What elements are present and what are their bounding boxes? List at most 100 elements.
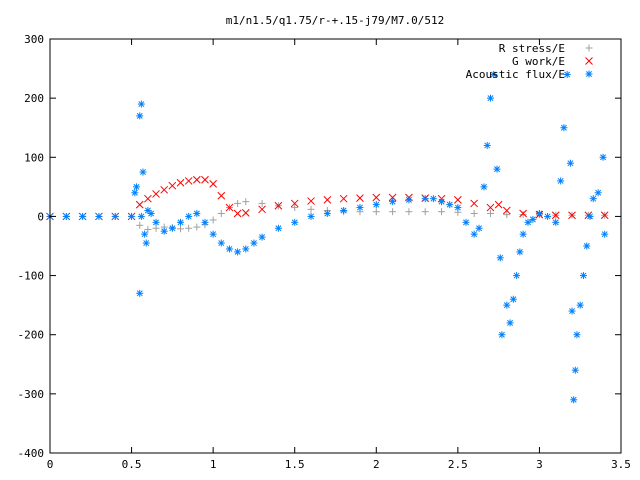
data-point (147, 209, 155, 217)
data-point (250, 239, 258, 247)
data-point (258, 233, 266, 241)
data-point (356, 194, 364, 202)
data-point (470, 199, 479, 208)
data-point (506, 319, 514, 327)
data-point (136, 289, 144, 297)
x-tick-label: 0.5 (122, 458, 142, 471)
data-point (509, 295, 517, 303)
data-point (498, 331, 506, 339)
data-point (494, 200, 503, 209)
data-point (462, 218, 470, 226)
legend-marker (585, 44, 593, 52)
data-point (601, 230, 609, 238)
data-point (571, 366, 579, 374)
data-point (135, 200, 144, 209)
data-point (307, 197, 315, 205)
data-point (470, 209, 478, 217)
data-point (594, 189, 602, 197)
data-point (438, 198, 446, 206)
data-point (529, 215, 537, 223)
x-tick-label: 3 (536, 458, 543, 471)
y-tick-label: -200 (18, 329, 45, 342)
data-point (560, 124, 568, 132)
data-point (217, 209, 225, 217)
x-tick-label: 0 (47, 458, 54, 471)
data-point (405, 196, 413, 204)
data-point (137, 212, 145, 220)
data-point (519, 211, 527, 219)
data-point (152, 190, 160, 198)
data-point (274, 224, 282, 232)
x-tick-label: 3.5 (611, 458, 631, 471)
data-marks (46, 70, 609, 404)
x-tick-label: 1 (210, 458, 217, 471)
data-point (217, 191, 226, 200)
data-point (486, 209, 494, 217)
y-tick-label: 0 (37, 210, 44, 223)
data-point (429, 195, 437, 203)
data-point (389, 208, 397, 216)
y-tick-label: 300 (24, 33, 44, 46)
data-point (372, 201, 380, 209)
data-point (551, 211, 560, 220)
data-point (599, 153, 607, 161)
data-point (141, 230, 149, 238)
data-point (323, 209, 331, 217)
data-point (524, 218, 532, 226)
legend-marker (585, 57, 593, 65)
data-point (568, 211, 576, 220)
data-point (209, 216, 217, 224)
data-point (62, 212, 70, 220)
data-point (136, 221, 144, 229)
data-point (160, 185, 169, 194)
data-point (185, 212, 193, 220)
data-point (209, 230, 217, 238)
data-point (438, 208, 446, 216)
data-point (544, 212, 552, 220)
data-point (570, 396, 578, 404)
data-point (307, 205, 315, 213)
data-point (323, 196, 332, 204)
data-point (372, 208, 380, 216)
data-point (176, 178, 185, 187)
data-point (496, 254, 504, 262)
data-point (193, 223, 201, 231)
x-tick-label: 1.5 (285, 458, 305, 471)
data-point (519, 230, 527, 238)
data-point (502, 206, 511, 215)
data-point (356, 204, 364, 212)
data-point (480, 183, 488, 191)
data-point (258, 205, 266, 214)
y-tick-label: -400 (18, 447, 45, 460)
data-point (493, 165, 501, 173)
data-point (234, 248, 242, 256)
data-point (583, 242, 591, 250)
data-point (142, 239, 150, 247)
data-point (421, 195, 429, 203)
legend-label: Acoustic flux/E (466, 68, 565, 81)
data-point (225, 245, 233, 253)
data-point (490, 70, 498, 78)
data-point (503, 301, 511, 309)
data-point (201, 175, 209, 184)
data-point (193, 209, 201, 217)
legend-marker (585, 70, 593, 78)
y-tick-label: -100 (18, 270, 45, 283)
plot-frame (49, 38, 622, 454)
series-3 (46, 70, 609, 404)
data-point (470, 230, 478, 238)
data-point (217, 239, 225, 247)
data-point (483, 141, 491, 149)
data-point (233, 209, 242, 218)
legend-label: G work/E (512, 55, 565, 68)
data-point (258, 199, 266, 207)
data-point (128, 212, 136, 220)
data-point (152, 218, 160, 226)
data-point (137, 100, 145, 108)
data-point (192, 175, 201, 184)
data-point (184, 177, 193, 185)
data-point (600, 211, 609, 220)
data-point (291, 218, 299, 226)
data-point (372, 193, 381, 202)
data-point (242, 198, 250, 206)
